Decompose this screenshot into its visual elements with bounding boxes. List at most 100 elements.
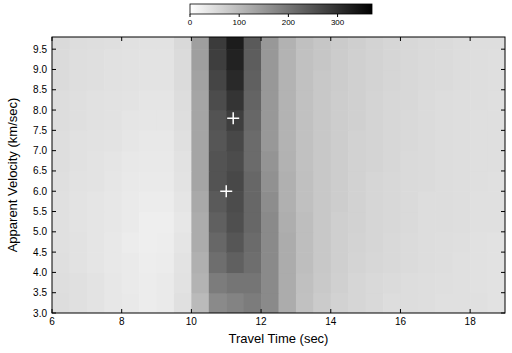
cell bbox=[453, 232, 471, 253]
cell bbox=[383, 130, 401, 151]
cell bbox=[209, 272, 227, 293]
cell bbox=[52, 212, 70, 233]
cell bbox=[244, 191, 262, 212]
cell bbox=[52, 49, 70, 70]
cell bbox=[453, 49, 471, 70]
y-tick-label: 9.5 bbox=[33, 44, 47, 55]
cell bbox=[435, 69, 453, 90]
cell bbox=[122, 90, 140, 111]
cell bbox=[174, 37, 192, 50]
cell bbox=[139, 232, 157, 253]
cell bbox=[139, 69, 157, 90]
cell bbox=[174, 130, 192, 151]
cell bbox=[191, 49, 209, 70]
cell bbox=[348, 232, 366, 253]
cell bbox=[331, 252, 349, 273]
cell bbox=[87, 37, 105, 50]
cell bbox=[470, 252, 488, 273]
cell bbox=[348, 212, 366, 233]
cell bbox=[383, 151, 401, 172]
cell bbox=[104, 37, 122, 50]
cell bbox=[157, 232, 175, 253]
cell bbox=[209, 110, 227, 131]
cell bbox=[191, 151, 209, 172]
y-tick bbox=[52, 89, 56, 90]
cell bbox=[488, 171, 505, 192]
y-tick bbox=[52, 211, 56, 212]
cell bbox=[279, 69, 297, 90]
cell bbox=[191, 110, 209, 131]
y-tick-label: 7.5 bbox=[33, 125, 47, 136]
cell bbox=[244, 69, 262, 90]
y-tick-label: 7.0 bbox=[33, 145, 47, 156]
cell bbox=[400, 293, 418, 313]
cell bbox=[157, 191, 175, 212]
cell bbox=[174, 151, 192, 172]
y-tick bbox=[52, 150, 56, 151]
cell bbox=[244, 37, 262, 50]
y-tick bbox=[501, 150, 505, 151]
cell bbox=[139, 293, 157, 313]
cell bbox=[435, 212, 453, 233]
y-tick bbox=[52, 49, 56, 50]
y-tick bbox=[501, 252, 505, 253]
color-bar-tick bbox=[337, 14, 338, 17]
cell bbox=[226, 252, 244, 273]
cell bbox=[191, 191, 209, 212]
cell bbox=[348, 69, 366, 90]
cell bbox=[418, 37, 436, 50]
cell bbox=[261, 293, 279, 313]
cell bbox=[296, 151, 314, 172]
color-bar-label: 300 bbox=[331, 18, 345, 27]
cell bbox=[383, 232, 401, 253]
y-tick-label: 5.0 bbox=[33, 226, 47, 237]
cell bbox=[348, 252, 366, 273]
cell bbox=[279, 130, 297, 151]
cell bbox=[174, 232, 192, 253]
cell bbox=[244, 130, 262, 151]
cell bbox=[52, 293, 70, 313]
y-tick-label: 8.5 bbox=[33, 84, 47, 95]
cell bbox=[279, 293, 297, 313]
cell bbox=[383, 171, 401, 192]
cell bbox=[139, 272, 157, 293]
cell bbox=[69, 49, 87, 70]
cell bbox=[453, 212, 471, 233]
cell bbox=[296, 212, 314, 233]
cell bbox=[244, 151, 262, 172]
cell bbox=[261, 171, 279, 192]
cell bbox=[157, 90, 175, 111]
cell bbox=[296, 252, 314, 273]
cell bbox=[470, 171, 488, 192]
cell bbox=[139, 37, 157, 50]
cell bbox=[418, 110, 436, 131]
cell bbox=[470, 90, 488, 111]
cell bbox=[435, 171, 453, 192]
cell bbox=[122, 49, 140, 70]
x-tick bbox=[470, 37, 471, 41]
cell bbox=[157, 37, 175, 50]
cell bbox=[87, 272, 105, 293]
cell bbox=[366, 130, 384, 151]
cell bbox=[348, 151, 366, 172]
cell bbox=[488, 49, 505, 70]
cell bbox=[488, 252, 505, 273]
cell bbox=[261, 130, 279, 151]
cell bbox=[69, 252, 87, 273]
cell bbox=[226, 293, 244, 313]
x-tick-label: 8 bbox=[119, 316, 125, 327]
cell bbox=[331, 293, 349, 313]
cell bbox=[383, 49, 401, 70]
y-tick-label: 4.5 bbox=[33, 247, 47, 258]
y-tick bbox=[52, 69, 56, 70]
y-tick-label: 9.0 bbox=[33, 64, 47, 75]
cell bbox=[453, 69, 471, 90]
cell bbox=[52, 130, 70, 151]
cell bbox=[191, 272, 209, 293]
cell bbox=[174, 171, 192, 192]
cell bbox=[296, 293, 314, 313]
cell bbox=[157, 212, 175, 233]
cell bbox=[470, 130, 488, 151]
cell bbox=[244, 171, 262, 192]
cell bbox=[470, 232, 488, 253]
